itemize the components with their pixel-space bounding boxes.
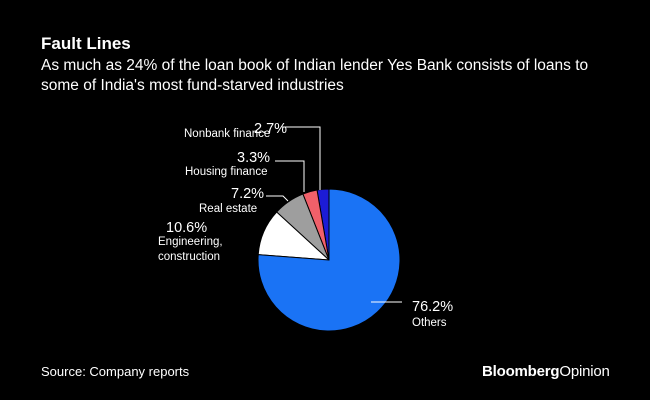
leader-line-real-estate — [266, 195, 289, 202]
source-note: Source: Company reports — [41, 364, 190, 379]
leader-line-nonbank-finance — [282, 126, 321, 190]
category-label-engineering-construction-1: Engineering, — [158, 236, 223, 248]
category-label-others: Others — [412, 317, 447, 329]
category-label-engineering-construction-2: construction — [158, 251, 220, 263]
data-label-housing-finance: 3.3% — [237, 150, 270, 166]
data-label-engineering-construction: 10.6% — [166, 220, 207, 236]
leader-line-housing-finance — [275, 160, 305, 192]
category-label-nonbank-finance: Nonbank finance — [184, 128, 270, 140]
chart-subtitle: As much as 24% of the loan book of India… — [41, 57, 589, 94]
chart-title: Fault Lines — [41, 34, 131, 53]
pie-slice-others — [257, 188, 401, 332]
data-label-others: 76.2% — [412, 299, 453, 315]
brand-opinion: Opinion — [559, 363, 610, 380]
category-label-real-estate: Real estate — [199, 203, 257, 215]
data-label-real-estate: 7.2% — [231, 186, 264, 202]
category-label-housing-finance: Housing finance — [185, 166, 267, 178]
brand-bloomberg: Bloomberg — [482, 363, 560, 380]
bloomberg-opinion-logo: BloombergOpinion — [482, 363, 610, 380]
data-label-nonbank-finance: 2.7% — [254, 121, 287, 137]
